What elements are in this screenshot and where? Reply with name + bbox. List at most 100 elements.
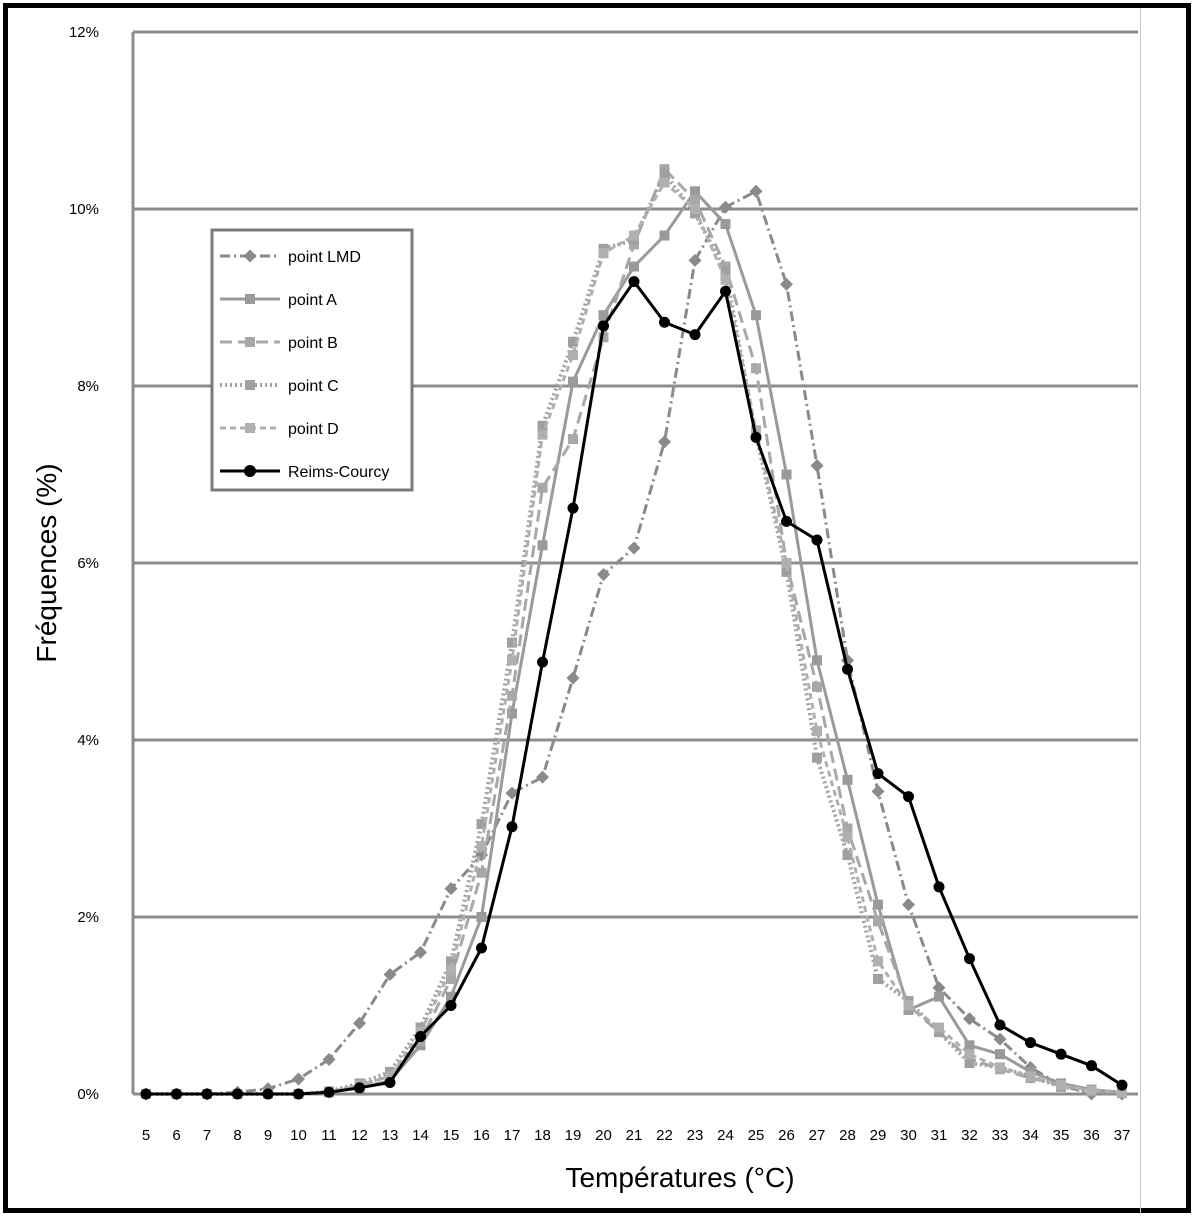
x-tick-label: 34 <box>1022 1127 1039 1144</box>
data-point <box>445 1000 457 1011</box>
x-tick-label: 16 <box>473 1127 490 1144</box>
data-point <box>719 200 732 214</box>
data-point <box>811 534 823 546</box>
data-point <box>507 708 517 719</box>
x-tick-label: 27 <box>809 1127 826 1144</box>
data-point <box>446 973 456 984</box>
data-point <box>902 898 915 912</box>
x-tick-label: 35 <box>1053 1127 1070 1144</box>
data-point <box>781 558 792 568</box>
data-point <box>994 1019 1006 1031</box>
data-point <box>934 991 944 1002</box>
y-tick-label: 10% <box>69 201 99 218</box>
data-point <box>322 1052 336 1066</box>
x-tick-label: 33 <box>992 1127 1009 1144</box>
data-point <box>232 1088 243 1100</box>
data-point <box>293 1088 304 1100</box>
legend-label: point A <box>288 292 337 309</box>
legend-swatch-marker <box>245 380 255 390</box>
x-axis-title: Températures (°C) <box>565 1162 794 1193</box>
x-tick-label: 11 <box>321 1127 337 1144</box>
x-tick-label: 24 <box>717 1127 734 1144</box>
data-point <box>1056 1080 1066 1091</box>
data-point <box>568 434 578 445</box>
data-point <box>903 791 914 803</box>
series-reims-courcy <box>140 276 1128 1100</box>
data-point <box>812 752 822 763</box>
x-tick-label: 32 <box>961 1127 978 1144</box>
data-point <box>964 1040 975 1051</box>
y-tick-label: 4% <box>77 732 99 749</box>
data-point <box>171 1088 182 1100</box>
data-point <box>842 832 853 843</box>
data-point <box>810 459 824 473</box>
legend: point LMD point A point B point C point D Rei… <box>210 228 414 492</box>
legend-swatch-marker <box>245 423 255 433</box>
data-point <box>598 320 609 332</box>
data-point <box>873 899 883 910</box>
legend-swatch-marker <box>245 294 255 304</box>
data-point <box>537 482 548 493</box>
data-point <box>629 261 639 272</box>
legend-swatch-marker <box>244 465 256 477</box>
data-point <box>751 310 761 321</box>
data-point <box>354 1082 365 1094</box>
data-point <box>993 1032 1007 1046</box>
x-tick-label: 10 <box>290 1127 307 1144</box>
data-point <box>842 823 853 834</box>
data-point <box>598 310 609 321</box>
data-point <box>964 1049 975 1060</box>
data-point <box>933 881 945 893</box>
data-point <box>446 965 456 976</box>
data-point <box>536 770 549 784</box>
data-point <box>842 850 853 861</box>
data-point <box>659 168 670 179</box>
data-point <box>1116 1079 1128 1091</box>
data-point <box>963 1012 976 1026</box>
data-point <box>505 786 519 800</box>
legend-label: point B <box>288 335 338 352</box>
data-point <box>507 637 517 648</box>
data-point <box>812 655 822 666</box>
data-point <box>627 541 641 555</box>
x-tick-label: 25 <box>748 1127 765 1144</box>
data-point <box>690 195 700 206</box>
data-point <box>629 230 639 241</box>
grid-lines <box>131 30 1138 1096</box>
data-point <box>690 186 700 197</box>
x-tick-label: 6 <box>172 1127 180 1144</box>
data-point <box>934 1022 944 1033</box>
x-tick-label: 22 <box>656 1127 673 1144</box>
data-point <box>658 435 671 449</box>
x-tick-label: 28 <box>839 1127 856 1144</box>
data-point <box>201 1088 213 1100</box>
y-tick-labels: 0% 2% 4% 6% 8% 10% 12% <box>69 24 99 1103</box>
data-point <box>568 336 578 347</box>
x-tick-label: 36 <box>1083 1127 1100 1144</box>
data-point <box>507 690 517 701</box>
data-point <box>995 1049 1005 1060</box>
x-tick-label: 30 <box>900 1127 917 1144</box>
data-point <box>842 663 853 675</box>
data-point <box>781 566 792 577</box>
legend-label: point LMD <box>288 249 361 266</box>
frame-inner-rule <box>1140 8 1141 1213</box>
x-tick-label: 5 <box>142 1127 150 1144</box>
data-point <box>659 177 670 188</box>
data-point <box>476 867 487 878</box>
data-point <box>353 1016 366 1030</box>
data-point <box>871 784 885 798</box>
data-point <box>598 332 609 343</box>
data-point <box>597 568 610 582</box>
data-point <box>598 248 609 259</box>
data-point <box>446 991 456 1002</box>
data-point <box>537 656 548 668</box>
x-tick-label: 26 <box>778 1127 795 1144</box>
x-tick-label: 20 <box>595 1127 612 1144</box>
x-tick-label: 31 <box>931 1127 948 1144</box>
data-point <box>323 1086 335 1098</box>
data-point <box>903 1000 914 1011</box>
x-tick-label: 9 <box>264 1127 272 1144</box>
legend-label: Reims-Courcy <box>288 464 389 481</box>
